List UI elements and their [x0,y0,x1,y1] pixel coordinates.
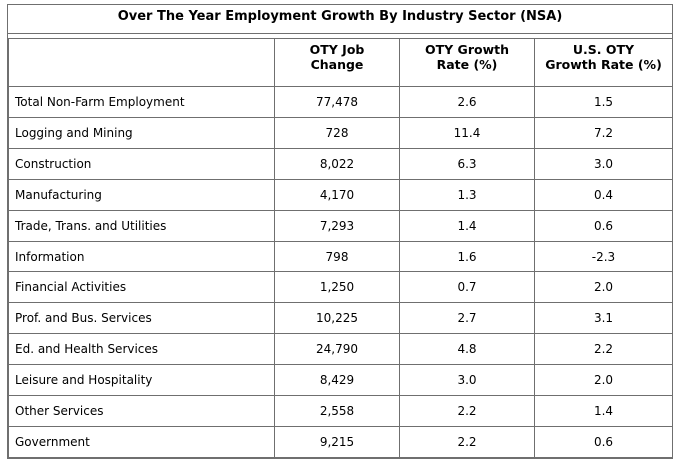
header-oty-growth-rate-line1: OTY Growth [425,42,509,57]
table-body-wrapper: OTY Job Change OTY Growth Rate (%) U.S. … [8,38,673,459]
cell-oty-job-change: 7,293 [274,209,400,242]
cell-oty-job-change: 8,429 [274,364,400,397]
table-row: Prof. and Bus. Services 10,225 2.7 3.1 [8,302,673,335]
cell-sector: Logging and Mining [8,116,275,149]
header-cell-oty-growth-rate: OTY Growth Rate (%) [399,38,535,87]
cell-oty-job-change: 24,790 [274,333,400,366]
cell-oty-growth-rate: 2.6 [399,86,535,118]
cell-oty-job-change: 1,250 [274,271,400,304]
cell-oty-job-change: 8,022 [274,147,400,180]
header-us-oty-growth-rate-line2: Growth Rate (%) [545,57,662,72]
cell-sector: Information [8,240,275,273]
cell-us-oty-growth-rate: 2.0 [534,271,673,304]
cell-oty-job-change: 4,170 [274,178,400,211]
table-rows: Total Non-Farm Employment 77,478 2.6 1.5 Log… [8,86,673,459]
header-cell-us-oty-growth-rate: U.S. OTY Growth Rate (%) [534,38,673,87]
employment-growth-table-container: Over The Year Employment Growth By Indus… [7,4,673,459]
cell-oty-growth-rate: 6.3 [399,147,535,180]
cell-us-oty-growth-rate: 1.4 [534,395,673,427]
cell-oty-job-change: 798 [274,240,400,273]
table-row: Construction 8,022 6.3 3.0 [8,147,673,180]
table-row: Other Services 2,558 2.2 1.4 [8,395,673,427]
cell-us-oty-growth-rate: 0.6 [534,209,673,242]
cell-sector: Manufacturing [8,178,275,211]
cell-oty-growth-rate: 11.4 [399,116,535,149]
table-title: Over The Year Employment Growth By Indus… [8,5,672,34]
cell-oty-growth-rate: 1.6 [399,240,535,273]
cell-us-oty-growth-rate: 3.0 [534,147,673,180]
table-row: Financial Activities 1,250 0.7 2.0 [8,271,673,304]
cell-us-oty-growth-rate: 3.1 [534,302,673,335]
cell-us-oty-growth-rate: 7.2 [534,116,673,149]
cell-sector: Trade, Trans. and Utilities [8,209,275,242]
cell-oty-job-change: 9,215 [274,425,400,459]
table-row: Ed. and Health Services 24,790 4.8 2.2 [8,333,673,366]
header-us-oty-growth-rate-line1: U.S. OTY [572,42,635,57]
cell-us-oty-growth-rate: 0.4 [534,178,673,211]
cell-oty-growth-rate: 2.7 [399,302,535,335]
cell-us-oty-growth-rate: 2.0 [534,364,673,397]
cell-oty-job-change: 10,225 [274,302,400,335]
cell-sector: Government [8,425,275,459]
table-row: Government 9,215 2.2 0.6 [8,425,673,459]
cell-oty-growth-rate: 0.7 [399,271,535,304]
cell-oty-growth-rate: 1.3 [399,178,535,211]
table-row: Leisure and Hospitality 8,429 3.0 2.0 [8,364,673,397]
cell-sector: Leisure and Hospitality [8,364,275,397]
table-row: Manufacturing 4,170 1.3 0.4 [8,178,673,211]
table-row: Information 798 1.6 -2.3 [8,240,673,273]
employment-growth-table: OTY Job Change OTY Growth Rate (%) U.S. … [8,38,673,459]
table-row: Total Non-Farm Employment 77,478 2.6 1.5 [8,86,673,118]
cell-oty-job-change: 77,478 [274,86,400,118]
cell-oty-growth-rate: 3.0 [399,364,535,397]
cell-sector: Ed. and Health Services [8,333,275,366]
cell-us-oty-growth-rate: 1.5 [534,86,673,118]
cell-oty-growth-rate: 2.2 [399,395,535,427]
header-cell-oty-job-change: OTY Job Change [274,38,400,87]
cell-sector: Prof. and Bus. Services [8,302,275,335]
cell-us-oty-growth-rate: 0.6 [534,425,673,459]
header-cell-sector [8,38,275,87]
header-oty-growth-rate-line2: Rate (%) [436,57,498,72]
table-row: Logging and Mining 728 11.4 7.2 [8,116,673,149]
header-oty-job-change-line1: OTY Job [309,42,365,57]
cell-us-oty-growth-rate: 2.2 [534,333,673,366]
header-oty-job-change-line2: Change [310,57,364,72]
cell-us-oty-growth-rate: -2.3 [534,240,673,273]
cell-sector: Construction [8,147,275,180]
header-row: OTY Job Change OTY Growth Rate (%) U.S. … [8,38,673,87]
cell-oty-job-change: 2,558 [274,395,400,427]
cell-oty-growth-rate: 2.2 [399,425,535,459]
cell-sector: Financial Activities [8,271,275,304]
table-row: Trade, Trans. and Utilities 7,293 1.4 0.6 [8,209,673,242]
cell-oty-growth-rate: 1.4 [399,209,535,242]
cell-oty-job-change: 728 [274,116,400,149]
cell-sector: Total Non-Farm Employment [8,86,275,118]
cell-sector: Other Services [8,395,275,427]
cell-oty-growth-rate: 4.8 [399,333,535,366]
